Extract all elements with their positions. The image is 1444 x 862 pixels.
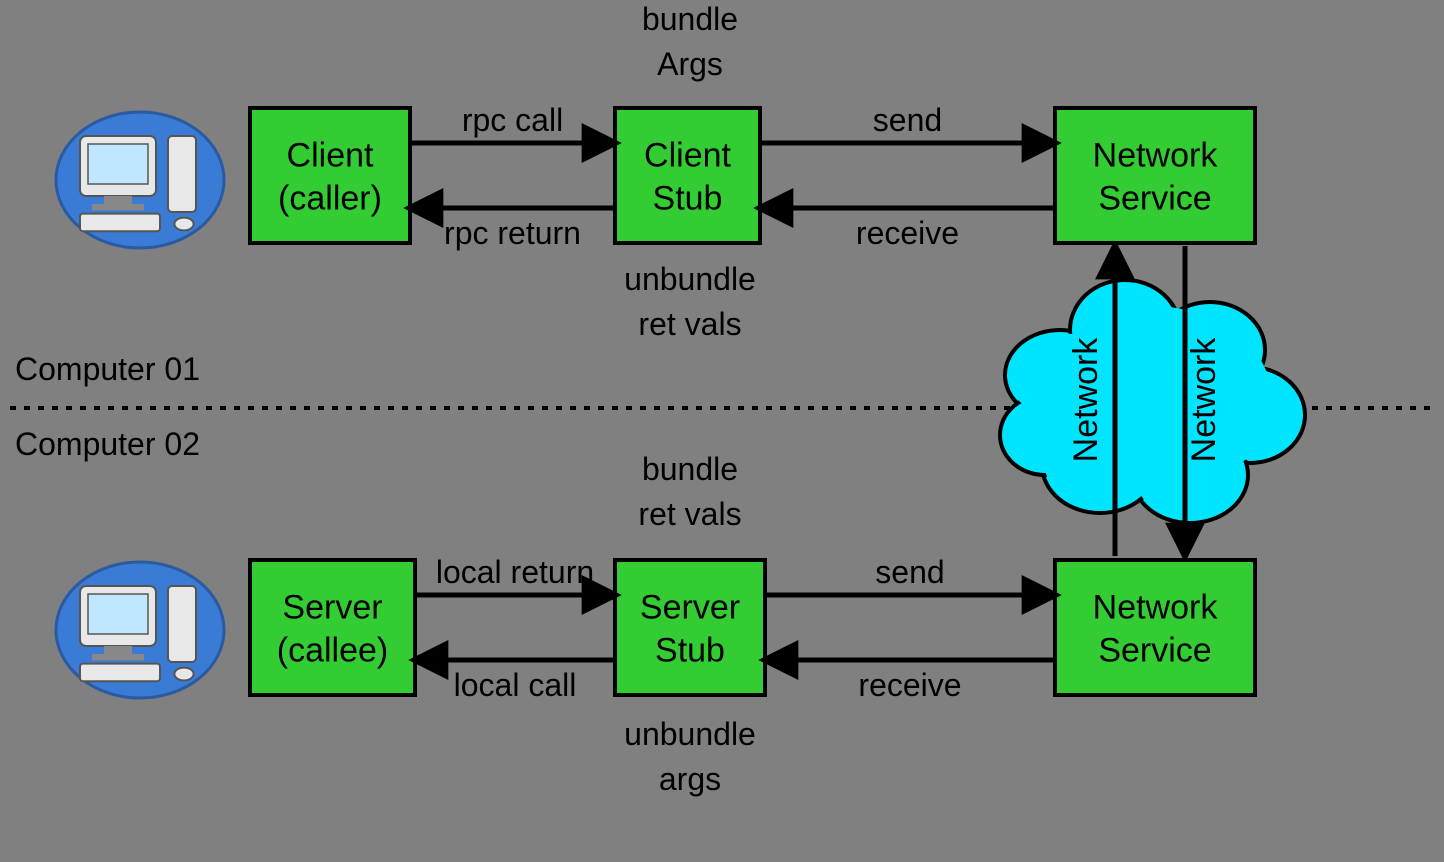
annot-bundle_args-line1: bundle	[642, 1, 738, 37]
node-client-line1: Client	[287, 136, 374, 174]
annot-bundle_ret-line1: bundle	[642, 451, 738, 487]
node-sstub-line1: Server	[640, 588, 740, 626]
node-netsvc2-line2: Service	[1098, 631, 1211, 669]
section-computer01: Computer 01	[15, 351, 200, 387]
node-client-line2: (caller)	[278, 179, 382, 217]
node-netsvc1-line1: Network	[1093, 136, 1219, 174]
node-sstub-line2: Stub	[655, 631, 725, 669]
rpc-diagram: Network Network Client (caller) Client Stub Ne…	[0, 0, 1444, 862]
label-send-bot: send	[875, 554, 944, 590]
annot-unbundle_ret-line2: ret vals	[638, 306, 741, 342]
node-server-line2: (callee)	[277, 631, 388, 669]
node-cstub-line1: Client	[644, 136, 731, 174]
node-server: Server (callee)	[250, 560, 415, 695]
annot-bundle_args-line2: Args	[657, 46, 723, 82]
network-label-right: Network	[1185, 337, 1223, 463]
node-server-line1: Server	[282, 588, 382, 626]
node-netsvc1-line2: Service	[1098, 179, 1211, 217]
label-rpc-return: rpc return	[444, 215, 581, 251]
annot-unbundle_ret-line1: unbundle	[624, 261, 756, 297]
annot-unbundle_args-line2: args	[659, 761, 721, 797]
label-receive-top: receive	[856, 215, 959, 251]
node-sstub: Server Stub	[615, 560, 765, 695]
network-cloud	[1000, 280, 1305, 523]
label-local-call: local call	[454, 667, 577, 703]
label-send-top: send	[873, 102, 942, 138]
node-netsvc2-line1: Network	[1093, 588, 1219, 626]
annot-unbundle_args-line1: unbundle	[624, 716, 756, 752]
computer-icon-top	[56, 112, 224, 248]
network-label-left: Network	[1067, 337, 1105, 463]
section-computer02: Computer 02	[15, 426, 200, 462]
label-receive-bot: receive	[858, 667, 961, 703]
label-local-return: local return	[436, 554, 594, 590]
node-netsvc2: Network Service	[1055, 560, 1255, 695]
label-rpc-call: rpc call	[462, 102, 563, 138]
node-netsvc1: Network Service	[1055, 108, 1255, 243]
node-client: Client (caller)	[250, 108, 410, 243]
node-cstub-line2: Stub	[653, 179, 723, 217]
computer-icon-bottom	[56, 562, 224, 698]
annot-bundle_ret-line2: ret vals	[638, 496, 741, 532]
node-cstub: Client Stub	[615, 108, 760, 243]
